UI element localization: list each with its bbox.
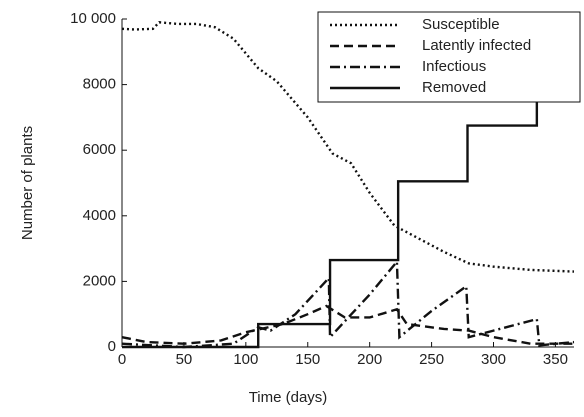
series-line	[122, 99, 574, 349]
series-line	[121, 21, 575, 273]
y-tick-label: 0	[108, 338, 116, 355]
y-tick-label: 4000	[83, 207, 116, 224]
x-tick-label: 50	[176, 351, 193, 368]
legend-label: Infectious	[422, 58, 486, 75]
legend-label: Removed	[422, 79, 486, 96]
x-tick-label: 100	[233, 351, 258, 368]
y-axis-label: Number of plants	[19, 126, 36, 240]
y-tick-label: 10 000	[70, 10, 116, 27]
x-tick-label: 0	[118, 351, 126, 368]
legend-label: Susceptible	[422, 16, 500, 33]
x-axis-label: Time (days)	[249, 389, 328, 406]
x-tick-label: 300	[481, 351, 506, 368]
y-tick-label: 6000	[83, 141, 116, 158]
legend-label: Latently infected	[422, 37, 531, 54]
y-tick-label: 8000	[83, 76, 116, 93]
y-tick-label: 2000	[83, 272, 116, 289]
x-tick-label: 350	[543, 351, 568, 368]
x-tick-label: 250	[419, 351, 444, 368]
series-line	[121, 258, 575, 349]
x-tick-label: 150	[295, 351, 320, 368]
series-line	[121, 304, 574, 345]
x-tick-label: 200	[357, 351, 382, 368]
